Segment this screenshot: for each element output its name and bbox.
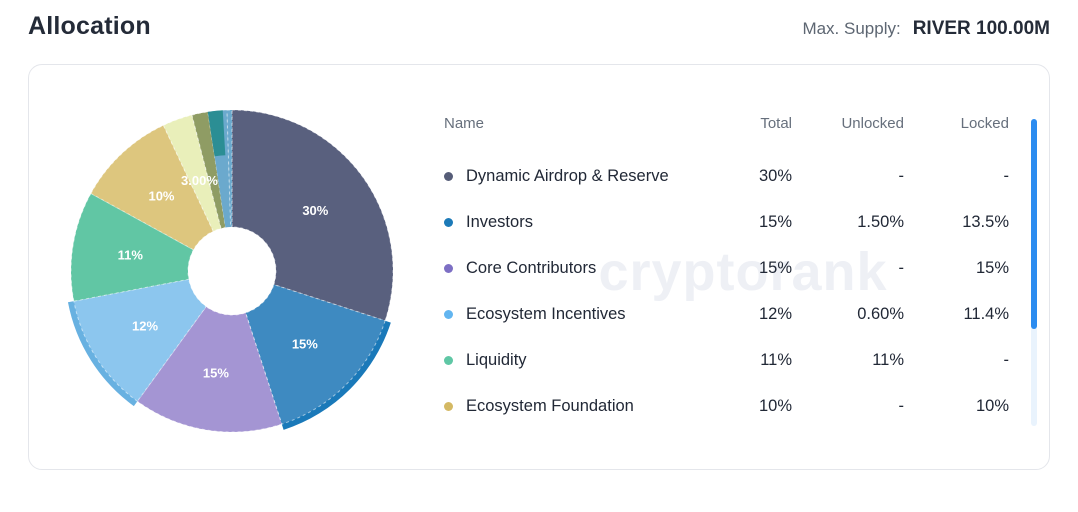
allocation-donut-chart[interactable]: 30% 15% 15% 12% 11% 10% 3.00% [28, 66, 437, 470]
total-value: 15% [758, 258, 792, 277]
pie-slice-label: 15% [203, 365, 229, 380]
scrollbar-thumb[interactable] [1031, 119, 1037, 329]
allocation-name-cell: Liquidity [444, 351, 704, 370]
table-header-row: Name Total Unlocked Locked [444, 103, 1009, 143]
locked-value: 15% [975, 258, 1009, 277]
allocation-name: Core Contributors [466, 258, 597, 277]
unlocked-value: - [898, 396, 905, 415]
legend-dot-icon [444, 401, 453, 411]
max-supply-value: RIVER 100.00M [912, 18, 1050, 39]
max-supply: Max. Supply: RIVER 100.00M [802, 18, 1050, 40]
pie-slice-label: 15% [292, 336, 318, 351]
pie-slice-label: 3.00% [181, 173, 218, 188]
allocation-name-cell: Ecosystem Incentives [444, 305, 704, 324]
pie-slice-label: 11% [118, 247, 144, 262]
locked-value: 13.5% [962, 212, 1009, 231]
allocation-name: Investors [466, 212, 533, 231]
pie-slice[interactable] [244, 283, 386, 425]
page-header: Allocation Max. Supply: RIVER 100.00M [0, 0, 1078, 64]
allocation-table: Name Total Unlocked Locked Dynamic Airdr… [444, 103, 1009, 429]
pie-slice[interactable] [136, 305, 283, 433]
allocation-name: Ecosystem Foundation [466, 396, 634, 415]
pie-slice-label: 30% [302, 203, 328, 218]
table-body: Dynamic Airdrop & Reserve 30% - - Investors 1… [444, 153, 1009, 429]
total-value: 30% [758, 166, 792, 185]
legend-dot-icon [444, 263, 453, 273]
table-row[interactable]: Ecosystem Incentives 12% 0.60% 11.4% [444, 291, 1009, 337]
total-value: 11% [760, 350, 792, 369]
unlocked-value: - [898, 166, 905, 185]
locked-value: 11.4% [963, 304, 1009, 323]
pie-slice-label: 12% [132, 319, 158, 334]
locked-value: - [1003, 166, 1010, 185]
allocation-name: Dynamic Airdrop & Reserve [466, 166, 669, 185]
max-supply-label: Max. Supply: [802, 19, 901, 38]
column-header-name: Name [444, 114, 485, 132]
scrollbar-track[interactable] [1031, 119, 1037, 426]
allocation-name: Liquidity [466, 350, 527, 369]
total-value: 10% [758, 396, 792, 415]
locked-value: 10% [975, 396, 1009, 415]
pie-slice[interactable] [207, 110, 226, 157]
total-value: 12% [758, 304, 792, 323]
legend-dot-icon [444, 217, 453, 227]
legend-dot-icon [444, 355, 453, 365]
pie-slice[interactable] [191, 111, 226, 229]
pie-slice[interactable] [90, 124, 214, 251]
column-header-total: Total [760, 114, 792, 132]
column-header-locked: Locked [960, 114, 1009, 132]
table-row[interactable]: Dynamic Airdrop & Reserve 30% - - [444, 153, 1009, 199]
total-value: 15% [758, 212, 792, 231]
column-header-unlocked: Unlocked [841, 114, 904, 132]
pie-slice-label: 10% [148, 188, 174, 203]
allocation-card: cryptorank 30% 15% 15% 12% 11% 10% 3.00% Name … [28, 64, 1050, 470]
legend-dot-icon [444, 171, 453, 181]
locked-value: - [1003, 350, 1010, 369]
unlocked-value: 1.50% [857, 212, 904, 231]
pie-slice[interactable] [162, 114, 222, 232]
pie-slice[interactable] [231, 109, 394, 322]
table-row[interactable]: Investors 15% 1.50% 13.5% [444, 199, 1009, 245]
allocation-name-cell: Core Contributors [444, 259, 704, 278]
pie-slice[interactable] [226, 109, 233, 228]
watermark: cryptorank [598, 242, 888, 302]
pie-slice[interactable] [70, 192, 195, 302]
unlocked-value: 0.60% [857, 304, 904, 323]
allocation-name: Ecosystem Incentives [466, 304, 626, 323]
legend-dot-icon [444, 309, 453, 319]
allocation-name-cell: Ecosystem Foundation [444, 397, 704, 416]
unlocked-value: 11% [872, 350, 904, 369]
allocation-name-cell: Dynamic Airdrop & Reserve [444, 167, 704, 186]
unlocked-value: - [898, 258, 905, 277]
page-title: Allocation [28, 12, 151, 40]
pie-slice[interactable] [73, 278, 207, 402]
allocation-name-cell: Investors [444, 213, 704, 232]
table-row[interactable]: Ecosystem Foundation 10% - 10% [444, 383, 1009, 429]
table-row[interactable]: Core Contributors 15% - 15% [444, 245, 1009, 291]
table-row[interactable]: Liquidity 11% 11% - [444, 337, 1009, 383]
